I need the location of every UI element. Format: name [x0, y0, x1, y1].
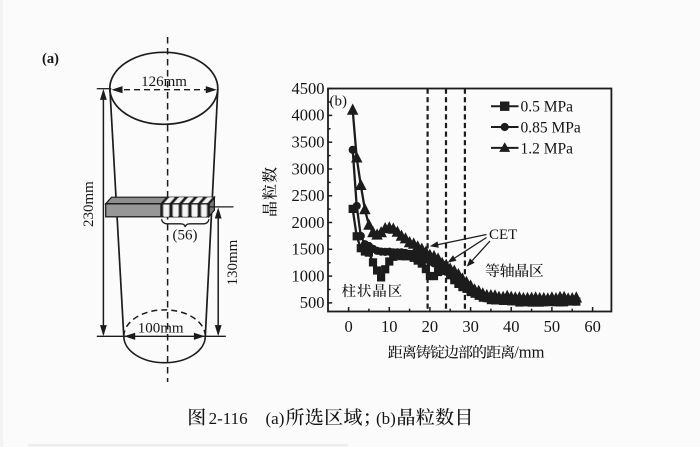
- svg-text:4000: 4000: [292, 106, 325, 125]
- svg-text:230mm: 230mm: [81, 181, 97, 227]
- svg-text:(a): (a): [266, 409, 285, 428]
- svg-text:(56): (56): [173, 228, 198, 244]
- svg-text:10: 10: [381, 317, 398, 336]
- svg-text:(b): (b): [330, 94, 348, 110]
- svg-text:3000: 3000: [292, 159, 325, 178]
- svg-text:(a): (a): [42, 51, 59, 67]
- svg-text:126mm: 126mm: [141, 74, 187, 90]
- svg-text:(b): (b): [376, 409, 396, 428]
- svg-text:60: 60: [584, 317, 601, 336]
- svg-text:500: 500: [300, 293, 325, 312]
- svg-text:1500: 1500: [292, 240, 325, 259]
- svg-text:30: 30: [462, 317, 479, 336]
- svg-text:40: 40: [503, 317, 520, 336]
- svg-text:CET: CET: [489, 227, 517, 243]
- svg-text:130mm: 130mm: [225, 239, 241, 285]
- svg-text:0.85 MPa: 0.85 MPa: [521, 119, 581, 136]
- svg-text:4500: 4500: [292, 79, 325, 98]
- svg-text:2000: 2000: [292, 213, 325, 232]
- svg-text:1000: 1000: [292, 266, 325, 285]
- svg-text:2-116: 2-116: [209, 409, 248, 428]
- svg-text:2500: 2500: [292, 186, 325, 205]
- svg-text:3500: 3500: [292, 133, 325, 152]
- svg-text:0.5 MPa: 0.5 MPa: [521, 99, 574, 116]
- svg-text:1.2 MPa: 1.2 MPa: [521, 140, 574, 157]
- svg-text:0: 0: [344, 317, 352, 336]
- svg-text:100mm: 100mm: [138, 321, 184, 337]
- svg-text:/mm: /mm: [514, 343, 544, 362]
- svg-text:50: 50: [544, 317, 561, 336]
- svg-text:20: 20: [422, 317, 439, 336]
